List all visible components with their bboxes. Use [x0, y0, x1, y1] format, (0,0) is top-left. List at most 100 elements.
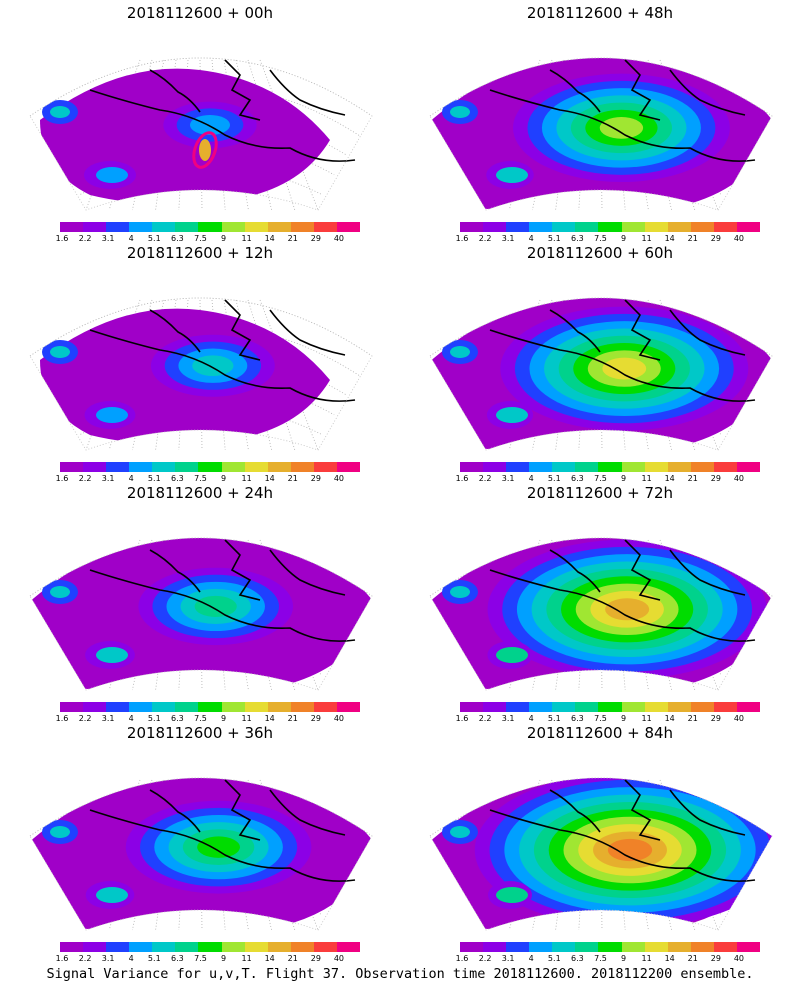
colorbar-label: 29: [310, 474, 321, 483]
colorbar-swatch: [198, 462, 222, 472]
colorbar-label: 1.6: [55, 234, 69, 243]
variance-map: [29, 297, 373, 451]
colorbar-label: 4: [528, 714, 534, 723]
colorbar-swatch: [667, 222, 691, 232]
colorbar-swatch: [83, 462, 107, 472]
colorbar-swatch: [221, 462, 245, 472]
colorbar-swatch: [129, 222, 153, 232]
colorbar-label: 3.1: [101, 474, 115, 483]
colorbar-swatch: [198, 222, 222, 232]
colorbar-swatch: [244, 702, 268, 712]
colorbar-label: 3.1: [501, 474, 515, 483]
colorbar-swatch: [244, 942, 268, 952]
colorbar-swatch: [667, 942, 691, 952]
coastline: [89, 59, 356, 162]
colorbar-swatch: [221, 702, 245, 712]
colorbar-label: 29: [710, 954, 721, 963]
panel-title: 2018112600 + 72h: [526, 484, 674, 502]
colorbar-label: 40: [733, 954, 745, 963]
map-frame: [429, 777, 773, 931]
colorbar-label: 9: [220, 234, 227, 243]
colorbar-swatch: [60, 942, 84, 952]
colorbar-swatch: [336, 462, 361, 472]
coastline: [489, 539, 756, 642]
colorbar-swatch: [313, 942, 337, 952]
colorbar-label: 40: [333, 714, 345, 723]
colorbar-label: 29: [710, 474, 721, 483]
colorbar-swatch: [175, 702, 199, 712]
colorbar-labels: 1.6 2.2 3.1 4 5.1 6.3 7.5 9 11 14 21 29 40: [452, 234, 762, 244]
variance-map: [29, 777, 373, 931]
colorbar-label: 4: [128, 954, 134, 963]
colorbar-label: 4: [128, 234, 134, 243]
colorbar-label: 6.3: [171, 954, 184, 963]
panel-84h: 2018112600 + 84h 1.6 2.2 3.1 4 5.1 6.3 7.5 9 11 1…: [400, 720, 800, 963]
variance-map: [429, 57, 773, 211]
colorbar-label: 21: [287, 954, 298, 963]
colorbar-swatch: [644, 462, 668, 472]
colorbar-swatch: [129, 702, 153, 712]
colorbar-swatch: [575, 222, 599, 232]
colorbar-label: 14: [664, 474, 675, 483]
colorbar-labels: 1.6 2.2 3.1 4 5.1 6.3 7.5 9 11 14 21 29 40: [452, 714, 762, 724]
colorbar-swatch: [198, 942, 222, 952]
colorbar-label: 21: [287, 714, 298, 723]
colorbar-label: 4: [128, 714, 134, 723]
colorbar-swatch: [83, 942, 107, 952]
colorbar-swatch: [152, 942, 176, 952]
colorbar-label: 3.1: [501, 234, 515, 243]
colorbar-swatch: [60, 222, 84, 232]
colorbar-label: 3.1: [501, 954, 515, 963]
colorbar-swatch: [552, 462, 576, 472]
variance-map: [29, 57, 373, 211]
colorbar-swatch: [552, 942, 576, 952]
coastline: [89, 299, 356, 402]
colorbar-swatch: [736, 702, 761, 712]
colorbar-swatch: [83, 222, 107, 232]
colorbar-swatch: [621, 462, 645, 472]
variance-map: [429, 537, 773, 691]
colorbar-swatch: [506, 702, 530, 712]
colorbar-label: 4: [528, 954, 534, 963]
map-frame: [429, 537, 773, 691]
colorbar-swatch: [552, 222, 576, 232]
colorbar-label: 5.1: [147, 714, 161, 723]
variance-field: [30, 538, 372, 690]
colorbar-label: 2.2: [78, 714, 92, 723]
colorbar-swatch: [575, 702, 599, 712]
colorbar-swatch: [529, 942, 553, 952]
colorbar-swatch: [736, 462, 761, 472]
colorbar-label: 29: [710, 234, 721, 243]
colorbar-swatch: [736, 942, 761, 952]
colorbar-swatch: [690, 222, 714, 232]
variance-map: [429, 297, 773, 451]
colorbar-swatch: [313, 462, 337, 472]
colorbar-label: 14: [664, 714, 675, 723]
colorbar-swatch: [290, 942, 314, 952]
colorbar-swatch: [152, 222, 176, 232]
colorbar-label: 6.3: [571, 234, 584, 243]
colorbar-swatch: [598, 702, 622, 712]
variance-field: [40, 68, 330, 204]
colorbar-swatch: [621, 222, 645, 232]
colorbar-label: 1.6: [55, 474, 69, 483]
colorbar-swatch: [336, 942, 361, 952]
colorbar-label: 9: [620, 954, 627, 963]
colorbar-labels: 1.6 2.2 3.1 4 5.1 6.3 7.5 9 11 14 21 29 40: [52, 474, 362, 484]
colorbar-swatch: [529, 222, 553, 232]
colorbar-label: 6.3: [171, 714, 184, 723]
colorbar-swatch: [575, 942, 599, 952]
colorbar-label: 2.2: [478, 954, 492, 963]
colorbar-swatch: [736, 222, 761, 232]
colorbar-swatch: [713, 222, 737, 232]
colorbar-label: 9: [620, 234, 627, 243]
colorbar-swatch: [644, 942, 668, 952]
colorbar-swatch: [175, 222, 199, 232]
colorbar-swatch: [313, 702, 337, 712]
colorbar-swatch: [129, 942, 153, 952]
colorbar-label: 14: [264, 714, 275, 723]
colorbar-swatch: [460, 942, 484, 952]
colorbar-label: 1.6: [455, 234, 469, 243]
colorbar-label: 5.1: [147, 234, 161, 243]
colorbar-swatch: [313, 222, 337, 232]
